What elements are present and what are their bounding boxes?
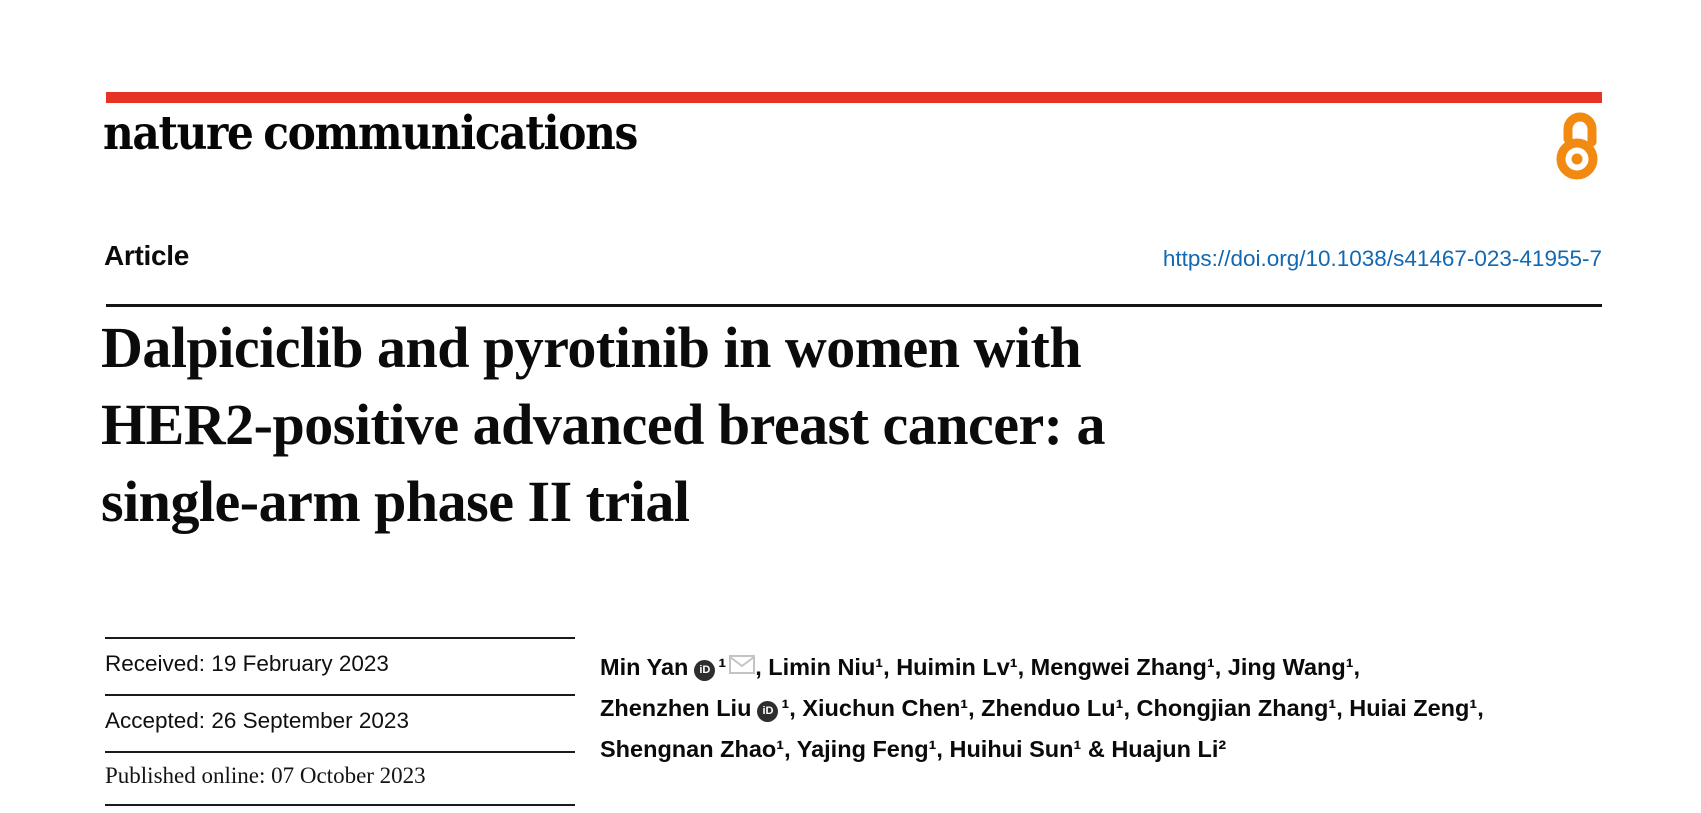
journal-wordmark: nature communications — [103, 106, 638, 161]
author-names: Shengnan Zhao¹, Yajing Feng¹, Huihui Sun… — [600, 736, 1227, 762]
header-divider — [106, 304, 1602, 307]
open-access-lock-icon[interactable] — [1556, 108, 1598, 189]
paper-title-line: Dalpiciclib and pyrotinib in women with — [101, 315, 1082, 380]
dates-divider — [105, 751, 575, 753]
article-type-label: Article — [104, 240, 190, 271]
paper-title-line: HER2-positive advanced breast cancer: a — [101, 392, 1106, 457]
dates-divider — [105, 694, 575, 696]
author-name: Zhenzhen Liu — [600, 695, 752, 721]
published-date: Published online: 07 October 2023 — [105, 763, 426, 788]
author-line: Shengnan Zhao¹, Yajing Feng¹, Huihui Sun… — [600, 729, 1484, 770]
author-line: Zhenzhen Liu iD ¹, Xiuchun Chen¹, Zhenduo … — [600, 688, 1484, 729]
dates-divider — [105, 637, 575, 639]
affiliation-superscript: ¹ — [718, 654, 727, 680]
doi-link[interactable]: https://doi.org/10.1038/s41467-023-41955… — [1162, 246, 1602, 271]
brand-red-bar — [106, 92, 1602, 103]
received-date: Received: 19 February 2023 — [105, 651, 389, 676]
author-line: Min Yan iD ¹ , Limin Niu¹, Huimin Lv¹, Meng… — [600, 646, 1484, 688]
author-name: Min Yan — [600, 654, 689, 680]
orcid-id-icon[interactable]: iD — [694, 660, 716, 681]
orcid-id-icon[interactable]: iD — [757, 701, 779, 722]
author-list: Min Yan iD ¹, Limin Niu¹, Huimin Lv¹, Meng… — [600, 646, 1484, 770]
author-names: , Limin Niu¹, Huimin Lv¹, Mengwei Zhang¹… — [755, 654, 1361, 680]
dates-divider — [105, 804, 575, 806]
paper-title: Dalpiciclib and pyrotinib in women with … — [101, 309, 1106, 540]
envelope-icon[interactable] — [729, 653, 756, 679]
author-names: ¹, Xiuchun Chen¹, Zhenduo Lu¹, Chongjian… — [781, 695, 1484, 721]
paper-title-line: single-arm phase II trial — [101, 469, 690, 534]
accepted-date: Accepted: 26 September 2023 — [105, 708, 409, 733]
